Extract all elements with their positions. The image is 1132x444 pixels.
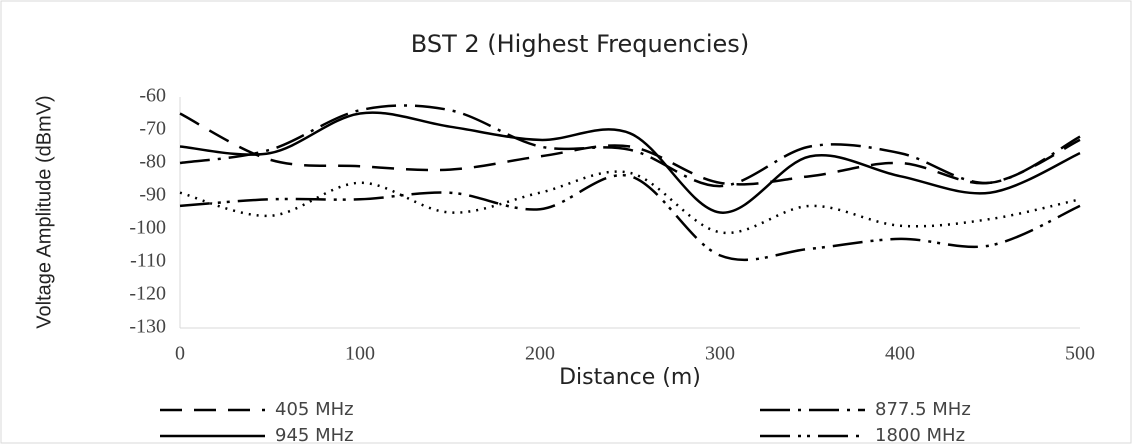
y-tick-label: -90 bbox=[139, 184, 166, 206]
series-line bbox=[179, 111, 1081, 214]
y-tick-label: -60 bbox=[139, 85, 166, 107]
y-tick-label: -100 bbox=[129, 217, 166, 239]
series-line bbox=[179, 112, 1081, 186]
x-tick-label: 400 bbox=[885, 343, 915, 365]
legend-label: 405 MHz bbox=[275, 399, 354, 420]
y-tick-label: -130 bbox=[129, 316, 166, 338]
series-line bbox=[179, 104, 1081, 188]
x-tick-label: 100 bbox=[345, 343, 375, 365]
legend-label: 1800 MHz bbox=[875, 425, 965, 444]
legend-label: 877.5 MHz bbox=[875, 399, 971, 420]
series-line bbox=[179, 170, 1081, 235]
y-axis-label: Voltage Amplitude (dBmV) bbox=[33, 95, 55, 328]
y-tick-label: -110 bbox=[130, 250, 166, 272]
y-tick-label: -120 bbox=[129, 283, 166, 305]
x-tick-label: 300 bbox=[705, 343, 735, 365]
chart-title: BST 2 (Highest Frequencies) bbox=[411, 30, 749, 58]
x-tick-label: 0 bbox=[175, 343, 185, 365]
x-tick-label: 200 bbox=[525, 343, 555, 365]
x-axis-label: Distance (m) bbox=[559, 365, 701, 390]
legend-label: 945 MHz bbox=[275, 425, 354, 444]
x-tick-label: 500 bbox=[1065, 343, 1095, 365]
y-tick-label: -70 bbox=[139, 118, 166, 140]
y-tick-label: -80 bbox=[139, 151, 166, 173]
